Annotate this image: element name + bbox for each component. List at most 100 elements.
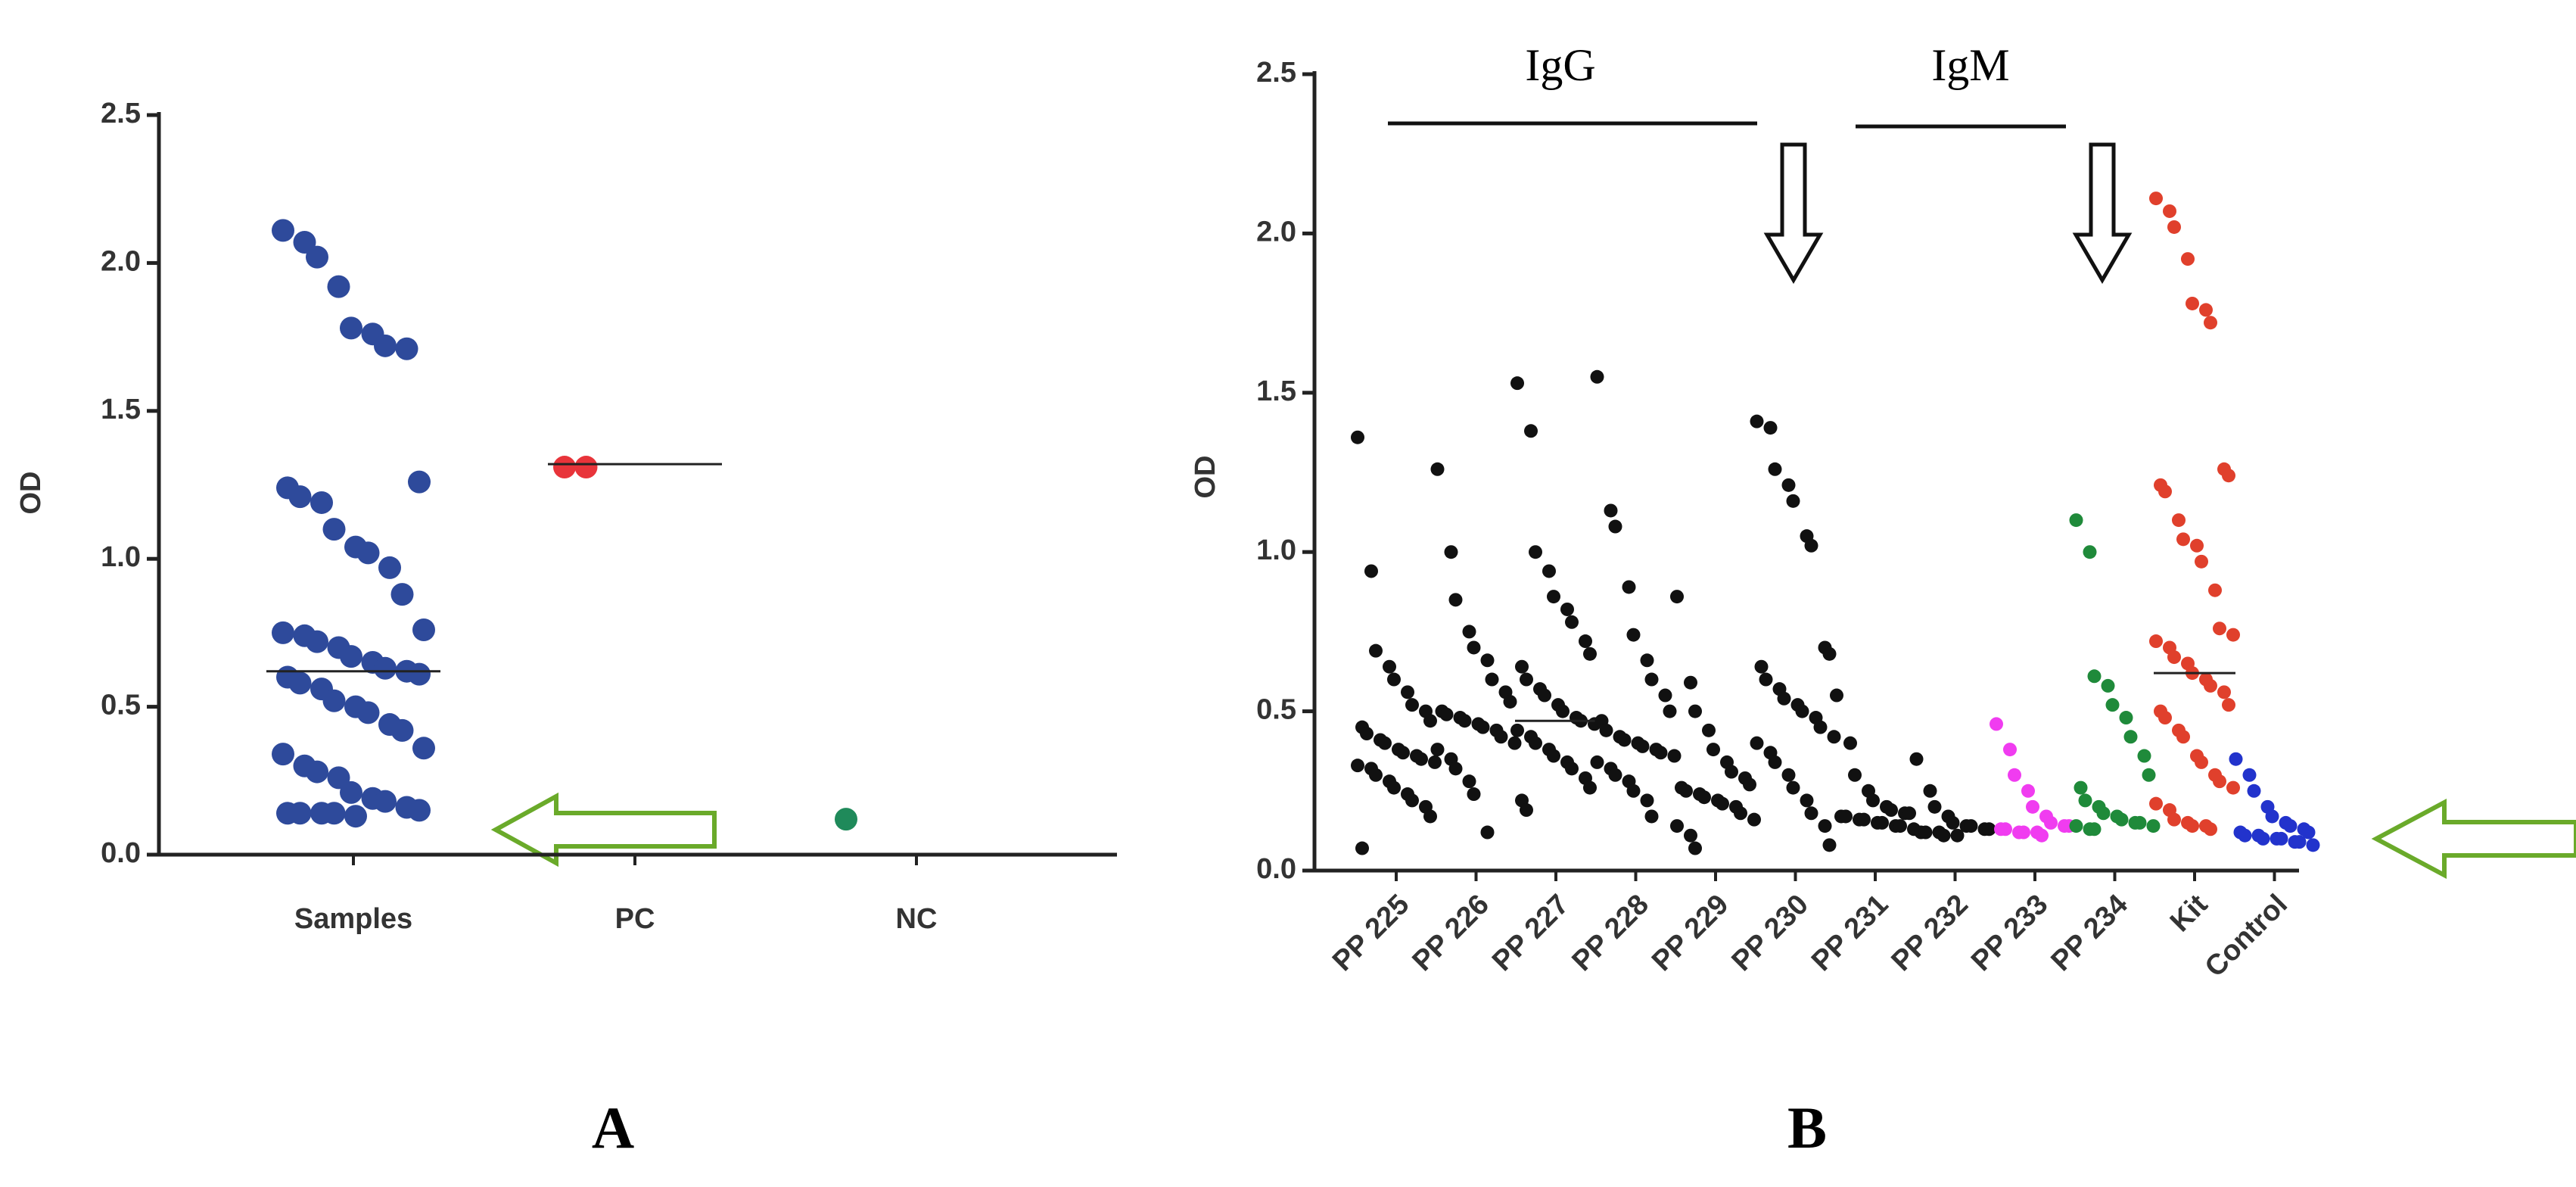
data-point [378,556,401,579]
data-point [2213,774,2226,789]
data-point [2204,316,2217,330]
y-axis-label: OD [1190,456,1221,499]
x-tick-label: PP 225 [1327,889,1415,977]
data-point [408,662,431,686]
data-point [1990,717,2003,731]
data-point [1507,736,1522,750]
data-point [1795,704,1809,718]
y-tick-label: 1.5 [1256,375,1296,407]
data-point [2226,628,2240,642]
data-point [2163,204,2176,218]
data-point [2114,812,2129,827]
data-point [1635,739,1650,753]
data-point [2242,768,2257,782]
data-point [1378,736,1392,750]
x-tick-label: PP 230 [1726,889,1815,977]
data-point [1360,727,1374,741]
data-point [2101,678,2115,693]
data-point [2069,513,2083,528]
data-point [1786,494,1800,508]
data-point [1768,755,1782,769]
data-point [340,316,362,340]
data-point [1626,784,1641,798]
data-point [1964,819,1978,833]
data-point [1565,762,1579,776]
data-point [2186,296,2199,310]
data-point [2074,780,2088,795]
data-point [322,518,346,541]
data-point [1743,777,1756,792]
x-tick-label: PP 228 [1566,889,1655,977]
data-point [1827,730,1841,744]
data-point [1444,545,1458,559]
data-point [2301,825,2316,840]
data-point [1565,615,1579,629]
data-point [1462,774,1476,789]
data-point [2149,192,2163,206]
data-point [1640,793,1654,808]
data-point [1480,653,1495,668]
data-point [1387,672,1401,687]
data-point [1982,822,1996,837]
y-tick-label: 1.5 [101,394,141,425]
data-point [356,701,380,724]
data-point [1667,749,1682,763]
data-point [1369,768,1383,782]
data-point [1813,720,1828,734]
data-point [327,275,350,298]
data-point [390,583,414,606]
data-point [1763,421,1778,435]
x-tick-label: NC [896,903,938,935]
data-point [1448,762,1463,776]
y-tick-label: 0.0 [1256,853,1296,885]
data-point [1843,736,1857,750]
data-point [1542,564,1556,578]
data-point [1583,646,1597,661]
x-tick-label: PP 231 [1806,889,1894,977]
data-point [293,231,316,254]
data-point [1364,564,1378,578]
data-point [1467,787,1481,802]
data-point [1556,704,1570,718]
data-point [1590,369,1604,384]
y-axis-label: OD [15,472,47,515]
data-point [1547,590,1560,604]
data-point [1670,590,1684,604]
data-point [340,645,362,668]
data-point [1909,752,1924,766]
data-point [2176,730,2190,744]
data-point [412,618,435,641]
data-point [2008,768,2021,782]
data-point [408,470,431,494]
data-point [1510,376,1524,391]
data-point [1547,749,1560,763]
data-point [1688,841,1702,855]
data-point [1644,809,1659,824]
data-point [272,219,294,242]
x-tick-label: PC [615,903,655,935]
x-tick-label: PP 233 [1965,889,2054,977]
data-point [2003,743,2017,757]
data-point [1590,755,1604,769]
data-point [1448,593,1463,607]
data-point [1786,780,1800,795]
data-point [1405,793,1419,808]
data-point [1485,672,1499,687]
data-point [2204,678,2217,693]
data-point [2292,835,2307,849]
data-point [2204,822,2217,837]
data-point [835,808,857,831]
data-point [395,337,418,360]
data-point [1524,424,1538,438]
data-point [288,671,312,695]
y-tick-label: 0.5 [101,690,141,721]
data-point [306,245,328,269]
data-point [1387,780,1401,795]
data-point [2283,819,2298,833]
data-point [1725,765,1738,779]
data-point [356,541,380,565]
data-point [344,805,367,828]
data-point [2149,634,2163,649]
data-point [1804,538,1818,553]
data-point [1822,646,1837,661]
